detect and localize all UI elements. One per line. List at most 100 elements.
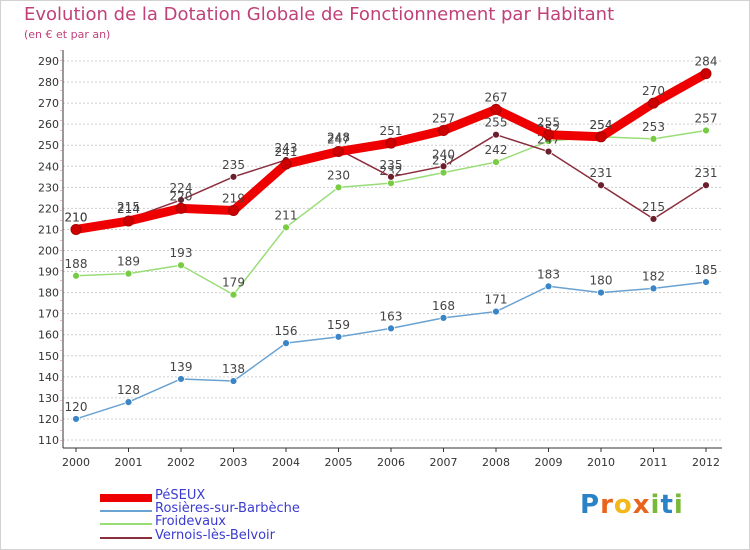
data-label: 235 [222, 158, 245, 172]
data-point [439, 313, 448, 322]
y-tick-label: 250 [38, 139, 59, 152]
data-label: 255 [485, 116, 508, 130]
x-tick-label: 2006 [377, 456, 405, 469]
y-tick-label: 110 [38, 434, 59, 447]
logo-letter: x [632, 490, 651, 520]
data-label: 168 [432, 299, 455, 313]
data-point [175, 202, 187, 214]
logo-letter: i [650, 490, 661, 520]
data-label: 224 [170, 181, 193, 195]
legend-swatch [100, 494, 152, 502]
data-point [280, 158, 292, 170]
data-point [649, 284, 658, 293]
chart-subtitle: (en € et par an) [24, 28, 111, 41]
data-point [490, 103, 502, 115]
data-label: 179 [222, 276, 245, 290]
legend-label: PéSEUX [155, 488, 206, 503]
y-tick-label: 280 [38, 76, 59, 89]
legend-label: Vernois-lès-Belvoir [155, 528, 276, 543]
x-tick-label: 2007 [430, 456, 458, 469]
data-label: 241 [275, 145, 298, 159]
data-point [649, 215, 658, 223]
y-tick-label: 170 [38, 308, 59, 321]
logo-letter: i [673, 490, 684, 520]
data-label: 180 [590, 274, 613, 288]
logo-letter: t [660, 490, 674, 520]
data-label: 182 [642, 269, 665, 283]
y-tick-label: 200 [38, 245, 59, 258]
data-label: 210 [65, 210, 88, 224]
data-point [333, 146, 344, 158]
y-tick-label: 290 [38, 55, 59, 68]
y-tick-label: 140 [38, 371, 59, 384]
data-label: 284 [695, 55, 718, 69]
data-label: 210 [65, 210, 88, 224]
data-label: 159 [327, 318, 350, 332]
data-label: 240 [432, 147, 455, 161]
y-tick-label: 240 [38, 160, 59, 173]
data-label: 211 [275, 208, 298, 222]
data-point [702, 278, 710, 286]
series-line-1 [75, 281, 707, 420]
data-label: 189 [117, 255, 140, 269]
data-point [282, 339, 290, 348]
logo-letter: P [580, 490, 601, 520]
data-point [595, 131, 607, 143]
data-label: 214 [117, 202, 140, 216]
data-point [177, 375, 185, 383]
data-label: 219 [222, 191, 245, 205]
data-point [229, 377, 238, 385]
data-label: 215 [642, 200, 665, 214]
data-point [124, 269, 133, 278]
y-tick-label: 270 [38, 97, 59, 110]
data-label: 215 [117, 200, 140, 214]
data-label: 185 [695, 263, 718, 277]
data-label: 255 [537, 116, 560, 130]
data-label: 220 [170, 189, 193, 203]
data-point [597, 181, 605, 190]
data-label: 156 [275, 324, 298, 338]
data-label: 183 [537, 267, 560, 281]
data-label: 237 [432, 154, 455, 168]
data-label: 254 [590, 118, 613, 132]
data-point [543, 129, 554, 141]
data-label: 120 [65, 400, 88, 414]
data-point [492, 307, 500, 316]
proxiti-logo: Proxiti [580, 490, 684, 520]
data-label: 248 [327, 130, 350, 144]
x-tick-label: 2009 [535, 456, 563, 469]
data-point [649, 135, 658, 143]
logo-letter: o [613, 490, 633, 520]
x-tick-label: 2005 [325, 456, 353, 469]
y-tick-label: 230 [38, 181, 59, 194]
x-tick-label: 2012 [692, 456, 720, 469]
data-label: 257 [695, 111, 718, 125]
data-point [702, 181, 710, 190]
data-point [597, 288, 605, 297]
x-tick-label: 2001 [115, 456, 143, 469]
x-tick-label: 2011 [640, 456, 668, 469]
legend-swatch [100, 510, 152, 512]
data-label: 163 [380, 309, 403, 323]
data-point [702, 126, 710, 135]
data-point [228, 204, 239, 216]
data-point [334, 183, 343, 192]
data-point [123, 215, 134, 227]
data-point [492, 130, 500, 139]
data-point [229, 172, 238, 181]
data-label: 231 [695, 166, 718, 180]
y-tick-label: 130 [38, 392, 59, 405]
y-tick-label: 260 [38, 118, 59, 131]
series-line-0 [71, 69, 711, 234]
chart-title: Evolution de la Dotation Globale de Fonc… [24, 4, 615, 25]
data-point [282, 223, 290, 232]
data-label: 270 [642, 84, 665, 98]
data-label: 257 [432, 111, 455, 125]
legend-label: Froidevaux [155, 514, 226, 529]
y-tick-label: 190 [38, 266, 59, 279]
y-tick-label: 220 [38, 202, 59, 215]
data-point [177, 261, 185, 270]
data-label: 171 [485, 293, 508, 307]
data-label: 243 [275, 141, 298, 155]
